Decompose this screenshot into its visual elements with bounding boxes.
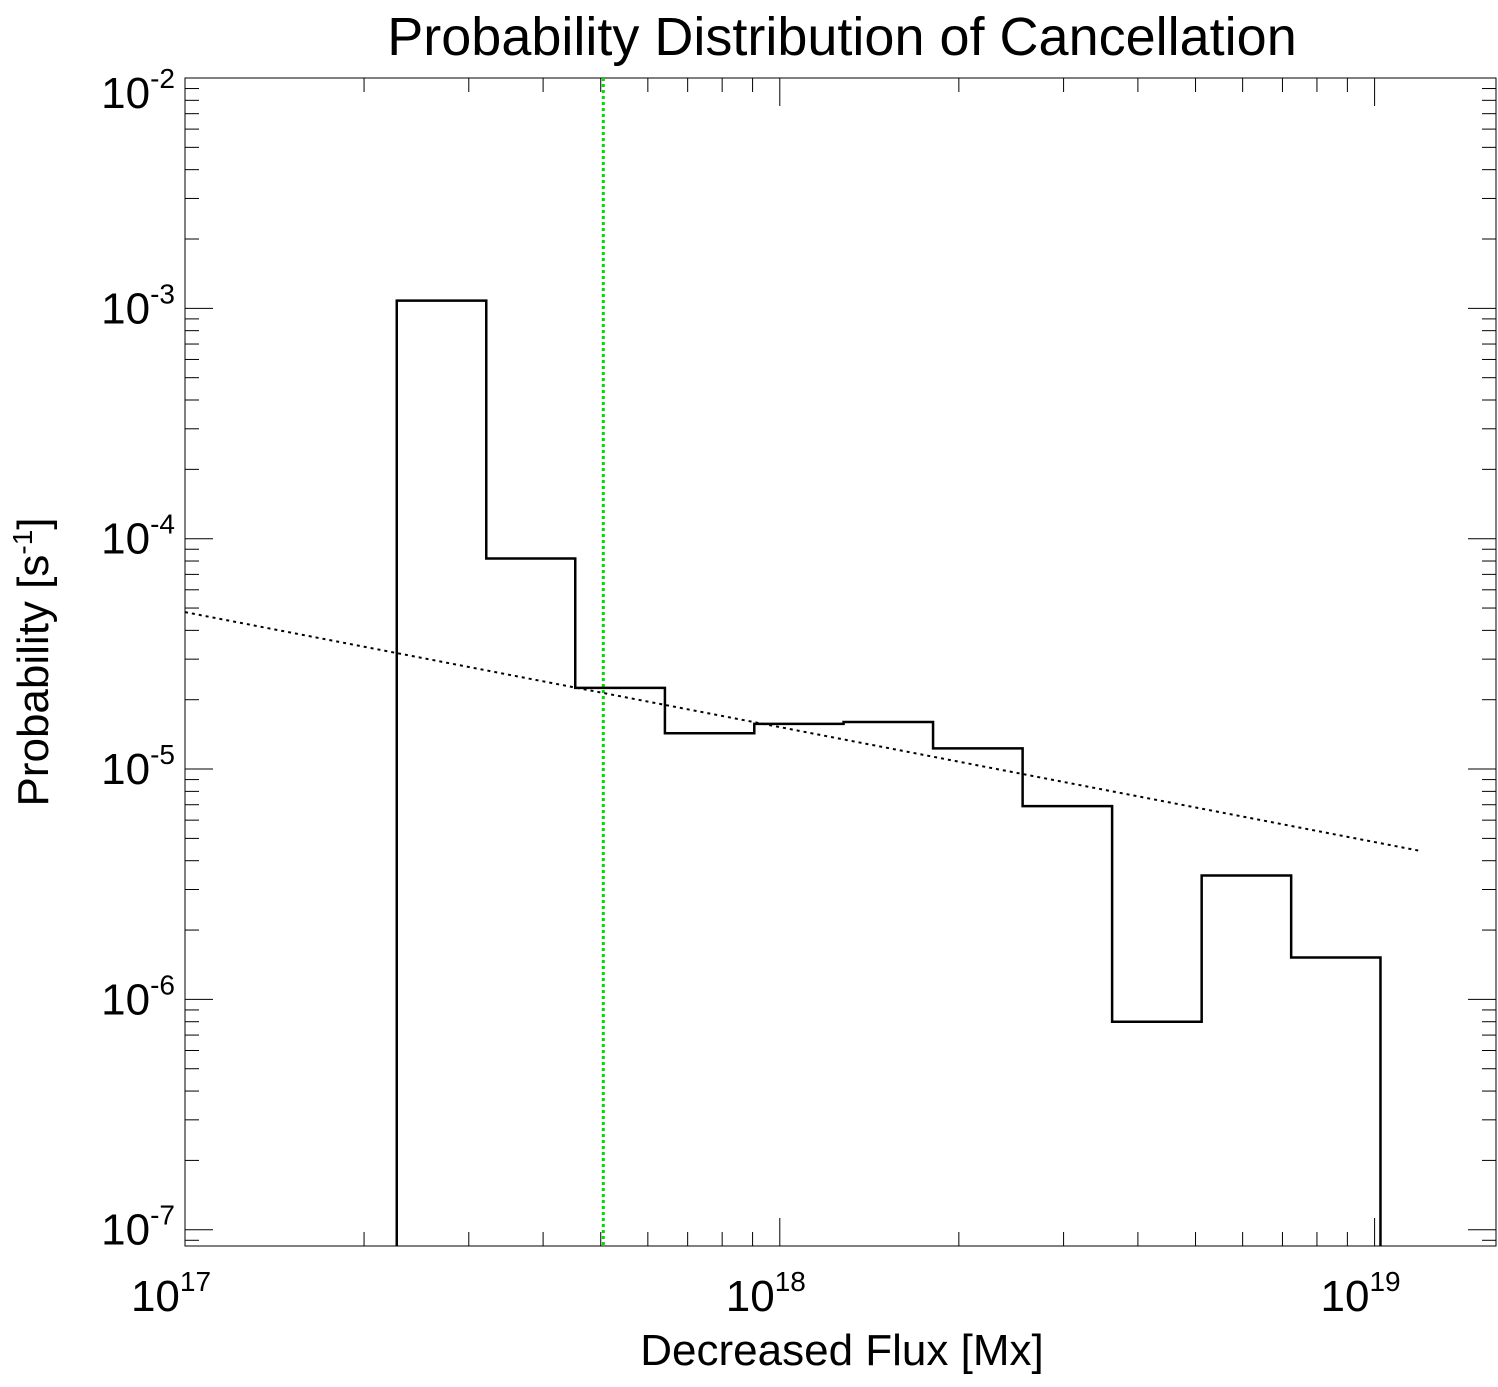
y-tick-label-exp: -4	[150, 509, 175, 540]
major-ticks	[184, 77, 1496, 1246]
x-tick-labels: 1017 1018 1019	[131, 1266, 1401, 1321]
y-tick-label-exp: -5	[150, 739, 175, 770]
x-tick-label-exp: 17	[180, 1266, 211, 1297]
y-tick-label: 10-5	[101, 739, 175, 794]
x-tick-label-exp: 18	[775, 1266, 806, 1297]
x-tick-label: 1017	[131, 1266, 211, 1321]
power-law-fit-line	[184, 611, 1422, 853]
x-tick-label: 1018	[726, 1266, 806, 1321]
y-tick-label-base: 10	[101, 745, 150, 794]
y-tick-label-base: 10	[101, 1206, 150, 1255]
y-tick-label: 10-3	[101, 278, 175, 333]
x-tick-label-exp: 19	[1369, 1266, 1400, 1297]
x-tick-label-base: 10	[726, 1272, 775, 1321]
y-tick-labels: 10-210-310-410-510-610-7	[101, 63, 175, 1255]
x-axis-label: Decreased Flux [Mx]	[640, 1326, 1043, 1375]
y-tick-label-exp: -2	[150, 63, 175, 94]
y-tick-label-base: 10	[101, 284, 150, 333]
y-tick-label: 10-4	[101, 509, 175, 564]
y-tick-label-exp: -3	[150, 278, 175, 309]
y-tick-label-base: 10	[101, 69, 150, 118]
y-tick-label-base: 10	[101, 515, 150, 564]
chart-title: Probability Distribution of Cancellation	[387, 7, 1296, 67]
y-tick-label-exp: -7	[150, 1200, 175, 1231]
y-axis-label-base: Probability [s	[9, 555, 58, 807]
minor-ticks	[185, 78, 1496, 1246]
y-axis-label-tail: ]	[9, 517, 58, 529]
y-tick-label: 10-7	[101, 1200, 175, 1255]
x-tick-label: 1019	[1321, 1266, 1401, 1321]
y-tick-label-base: 10	[101, 975, 150, 1024]
y-tick-label-exp: -6	[150, 969, 175, 1000]
x-tick-label-base: 10	[131, 1272, 180, 1321]
histogram-step-line	[395, 299, 1382, 1246]
x-tick-label-base: 10	[1321, 1272, 1370, 1321]
plot-frame	[184, 77, 1497, 1247]
y-axis-label: Probability [s-1]	[7, 517, 58, 806]
y-tick-label: 10-2	[101, 63, 175, 118]
y-axis-label-sup: -1	[7, 530, 38, 555]
y-tick-label: 10-6	[101, 969, 175, 1024]
